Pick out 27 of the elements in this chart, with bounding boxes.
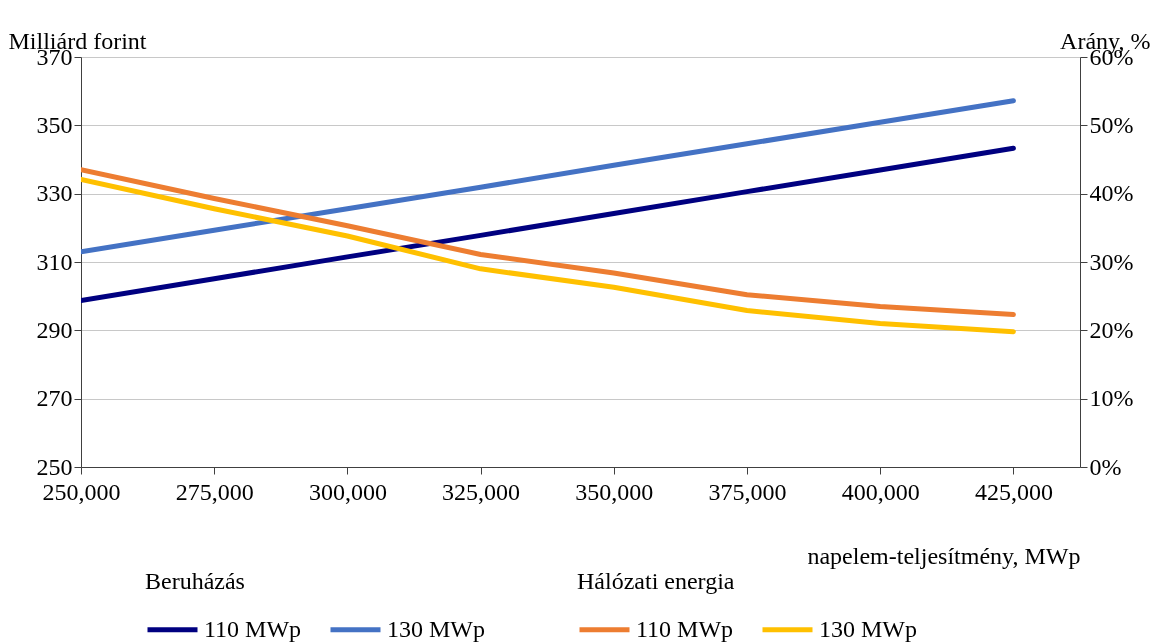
y-tick-label: 350 xyxy=(36,111,73,138)
y-tick-label: 330 xyxy=(36,180,73,207)
legend-label: 110 MWp xyxy=(204,615,302,642)
y-tick-label: 310 xyxy=(36,248,73,275)
y2-tick-label: 20% xyxy=(1089,316,1134,343)
x-axis-title: napelem-teljesítmény, MWp xyxy=(807,542,1081,569)
x-tick-label: 275,000 xyxy=(175,478,254,505)
text: Beruházás xyxy=(145,568,245,594)
y2-tick-label: 50% xyxy=(1089,111,1134,138)
text: Hálózati energia xyxy=(577,568,735,594)
y2-tick-label: 40% xyxy=(1089,180,1134,207)
x-tick-label: 325,000 xyxy=(442,478,521,505)
y-tick-label: 290 xyxy=(36,316,73,343)
y2-tick-label: 30% xyxy=(1089,248,1134,275)
x-tick-label: 400,000 xyxy=(841,478,920,505)
y2-tick-label: 10% xyxy=(1089,385,1134,412)
x-tick-label: 375,000 xyxy=(708,478,787,505)
y2-tick-label: 0% xyxy=(1089,453,1122,480)
y-tick-label: 250 xyxy=(36,453,73,480)
x-tick-label: 350,000 xyxy=(575,478,654,505)
x-tick-label: 250,000 xyxy=(42,478,121,505)
y-tick-label: 270 xyxy=(36,385,73,412)
legend-label: 110 MWp xyxy=(636,615,734,642)
x-tick-label: 425,000 xyxy=(974,478,1053,505)
legend-label: 130 MWp xyxy=(387,615,485,642)
x-tick-label: 300,000 xyxy=(308,478,387,505)
legend-label: 130 MWp xyxy=(819,615,917,642)
